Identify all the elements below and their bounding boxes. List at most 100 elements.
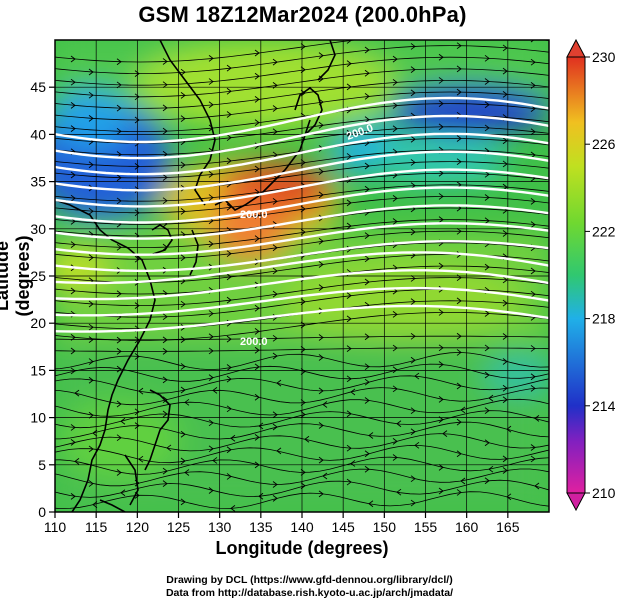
streamline-arrow bbox=[226, 111, 232, 118]
streamline-arrow bbox=[162, 197, 168, 205]
streamline-arrow bbox=[438, 169, 444, 177]
streamline bbox=[55, 363, 549, 382]
streamline-arrow bbox=[300, 368, 306, 375]
streamline-arrow bbox=[208, 101, 214, 109]
streamline-arrow bbox=[208, 347, 214, 355]
streamline-arrow bbox=[318, 456, 324, 464]
streamline-arrow bbox=[364, 465, 370, 473]
streamline-arrow bbox=[456, 42, 462, 50]
y-tick-label: 40 bbox=[30, 126, 46, 142]
streamline-arrow bbox=[364, 46, 370, 54]
streamline-arrow bbox=[456, 158, 462, 166]
streamline-arrow bbox=[70, 102, 76, 109]
streamline-arrow bbox=[88, 358, 94, 365]
streamline-arrow bbox=[208, 487, 214, 494]
streamline-arrow bbox=[318, 98, 324, 106]
streamline-arrow bbox=[162, 58, 168, 65]
x-tick-label: 145 bbox=[331, 519, 355, 535]
contour-line bbox=[55, 186, 549, 224]
streamline-arrow bbox=[300, 411, 306, 418]
streamline-arrow bbox=[208, 171, 214, 178]
streamline-arrow bbox=[300, 298, 306, 306]
streamline-arrow bbox=[180, 336, 186, 343]
x-tick-label: 160 bbox=[455, 519, 479, 535]
streamline-arrow bbox=[254, 393, 260, 401]
streamline-arrow bbox=[254, 235, 260, 242]
streamline-arrow bbox=[502, 160, 508, 168]
streamline-arrow bbox=[318, 191, 324, 199]
colorbar-tick-label: 214 bbox=[592, 398, 616, 414]
streamline bbox=[55, 56, 549, 86]
streamline-arrow bbox=[346, 444, 352, 452]
streamline-arrow bbox=[226, 64, 232, 72]
streamline-arrow bbox=[134, 336, 140, 344]
streamline bbox=[55, 335, 549, 341]
streamline-arrow bbox=[410, 332, 416, 340]
streamline-arrow bbox=[410, 475, 416, 483]
streamline-arrow bbox=[456, 135, 462, 142]
streamline-arrow bbox=[534, 482, 540, 490]
streamline-arrow bbox=[116, 348, 122, 355]
streamline-arrow bbox=[116, 365, 122, 373]
contour-line bbox=[55, 114, 549, 160]
colorbar-tick-label: 218 bbox=[592, 311, 616, 327]
streamline-arrow bbox=[484, 439, 490, 447]
streamline-arrow bbox=[410, 66, 416, 74]
streamline-arrow bbox=[180, 68, 186, 76]
streamline-arrow bbox=[438, 262, 444, 270]
colorbar-tick-label: 210 bbox=[592, 485, 616, 501]
streamline-arrow bbox=[226, 364, 232, 371]
streamline-arrow bbox=[350, 388, 356, 396]
contour-label: 200.0 bbox=[240, 209, 268, 221]
streamline-arrow bbox=[392, 125, 398, 133]
streamline-arrow bbox=[138, 387, 144, 395]
streamline-arrow bbox=[134, 93, 140, 101]
streamline-arrow bbox=[88, 445, 94, 453]
streamline-arrow bbox=[162, 480, 168, 487]
credits: Drawing by DCL (https://www.gfd-dennou.o… bbox=[0, 574, 619, 600]
streamline-arrow bbox=[414, 372, 420, 380]
streamline-arrow bbox=[553, 375, 557, 381]
streamline-arrow bbox=[346, 292, 352, 300]
streamline bbox=[55, 91, 549, 121]
streamline-arrow bbox=[438, 344, 444, 352]
y-tick-label: 25 bbox=[30, 268, 46, 284]
streamline-arrow bbox=[88, 91, 94, 99]
streamline-arrow bbox=[368, 432, 374, 439]
streamline-arrow bbox=[134, 163, 140, 170]
streamline-arrow bbox=[258, 492, 264, 500]
streamline-arrow bbox=[116, 104, 122, 112]
streamline bbox=[55, 184, 549, 214]
streamline-arrow bbox=[410, 43, 416, 50]
streamline-arrow bbox=[70, 241, 76, 248]
streamline-arrow bbox=[116, 434, 122, 442]
contour-line bbox=[55, 204, 549, 240]
streamline-arrow bbox=[456, 349, 462, 356]
streamline-arrow bbox=[502, 90, 508, 98]
streamline-arrow bbox=[300, 43, 306, 50]
streamline-arrow bbox=[134, 408, 140, 416]
colorbar-min-arrow bbox=[566, 492, 586, 512]
streamline-arrow bbox=[460, 406, 466, 414]
streamline-arrow bbox=[70, 287, 76, 295]
streamline-arrow bbox=[276, 447, 282, 455]
streamline-arrow bbox=[300, 205, 306, 213]
streamline bbox=[55, 79, 549, 109]
streamline-arrow bbox=[410, 89, 416, 97]
streamline-arrow bbox=[392, 385, 398, 393]
streamline-arrow bbox=[226, 157, 232, 165]
streamline-arrow bbox=[70, 194, 76, 202]
y-tick-label: 10 bbox=[30, 410, 46, 426]
streamline-arrow bbox=[456, 382, 462, 390]
streamline-arrow bbox=[364, 255, 370, 263]
streamline-arrow bbox=[88, 115, 94, 122]
streamline-arrow bbox=[484, 310, 490, 317]
streamline-arrow bbox=[254, 304, 260, 312]
streamline-arrow bbox=[300, 89, 306, 97]
streamline-arrow bbox=[346, 222, 352, 230]
streamline-arrow bbox=[116, 290, 122, 298]
streamline-arrow bbox=[180, 363, 186, 370]
contour-line bbox=[55, 251, 549, 285]
x-tick-label: 130 bbox=[208, 519, 232, 535]
streamline-arrow bbox=[484, 101, 490, 109]
